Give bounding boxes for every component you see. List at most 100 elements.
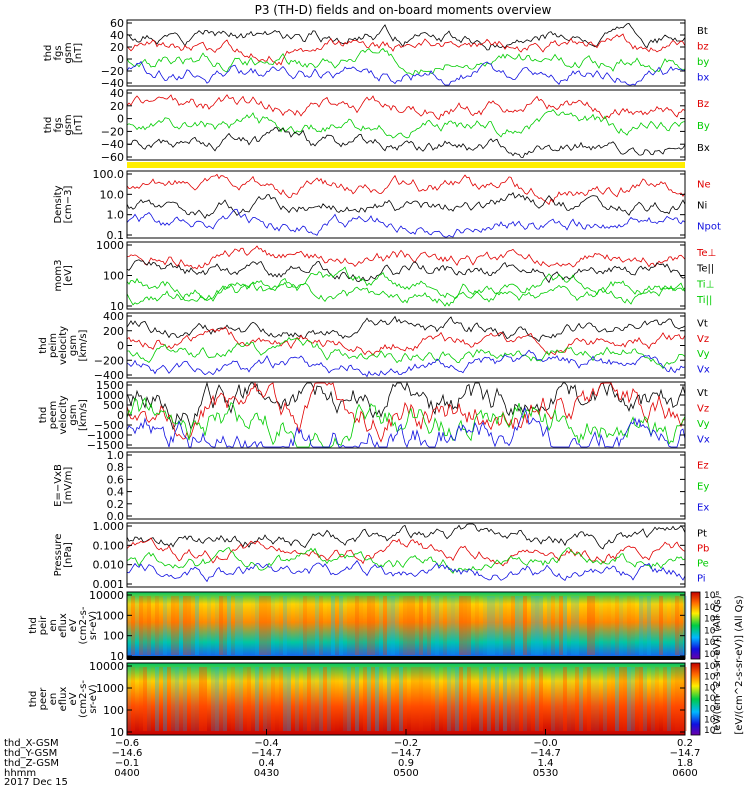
spectrogram-stripe [167,596,171,655]
spectrogram-stripe [435,667,439,731]
spectrogram-stripe [479,667,483,731]
x-tick-label: −0.4 [254,738,278,749]
spectrogram-stripe [475,596,479,655]
spectrogram-stripe [303,596,307,655]
x-row-label: thd_Z-GSM [4,758,59,769]
spectrogram-stripe [467,596,471,655]
spectrogram-stripe [235,596,239,655]
spectrogram-stripe [575,596,579,655]
spectrogram-stripe [631,667,635,731]
spectrogram-stripe [599,667,603,731]
spectrogram-stripe [371,667,375,731]
trace-te [126,245,686,270]
spectrogram-stripe [379,667,383,731]
spectrogram-stripe [471,667,475,731]
x-tick-label: −14.6 [112,748,143,759]
trace-bx [126,127,686,158]
trace-vy [126,397,686,448]
yellow-bar [127,162,685,168]
spectrogram-stripe [431,667,435,731]
spectrogram-stripe [287,596,291,655]
y-axis-label: eV [68,692,79,705]
panel-10: 10000 1000 100 10 thd peer en eflux eV (cm2-s-sr-… [28,660,719,739]
spectrogram-stripe [163,667,167,731]
spectrogram-stripe [499,596,503,655]
spectrogram-stripe [583,667,587,731]
spectrogram-stripe [587,667,591,731]
trace-vt [126,315,686,343]
spectrogram-stripe [395,667,399,731]
x-tick-label: 0.2 [677,738,693,749]
legend-pi: Pi [697,574,706,585]
spectrogram-stripe [399,667,403,731]
trace-vz [126,381,686,443]
spectrogram-stripe [663,667,667,731]
y-tick-label: 1500 [96,379,124,392]
legend-vx: Vx [697,364,710,375]
x-row-label: thd_X-GSM [4,738,59,749]
y-tick-label: 0.4 [107,486,125,499]
spectrogram-stripe [667,596,671,655]
spectrogram-stripe [187,667,191,731]
colorbar-tick: 10⁴ [704,638,719,648]
spectrogram-stripe [343,596,347,655]
spectrogram-stripe [295,596,299,655]
spectrogram-stripe [151,596,155,655]
spectrogram-stripe [327,667,331,731]
spectrogram-stripe [239,596,243,655]
trace-vx [126,406,686,449]
y-axis-label: eflux [58,687,69,712]
spectrogram-stripe [287,667,291,731]
spectrogram-stripe [307,667,311,731]
spectrogram-stripe [311,596,315,655]
y-axis-label: thd [43,117,54,134]
spectrogram-stripe [515,596,519,655]
spectrogram-stripe [255,667,259,731]
spectrogram-stripe [211,596,215,655]
y-tick-label: 100 [103,270,124,283]
spectrogram-stripe [631,596,635,655]
spectrogram-stripe [459,596,463,655]
y-axis-label: peer [38,687,49,711]
trace-bz [126,33,686,66]
colorbar-electron [690,662,701,736]
spectrogram-stripe [619,596,623,655]
spectrogram-stripe [651,596,655,655]
spectrogram-stripe [619,667,623,731]
spectrogram-stripe [319,596,323,655]
spectrogram-stripe [195,596,199,655]
spectrogram-stripe [471,596,475,655]
trace-pe [126,546,686,574]
spectrogram-stripe [431,596,435,655]
y-axis-label: gsm [63,114,74,135]
spectrogram-stripe [451,596,455,655]
legend-vz: Vz [697,334,709,345]
y-tick-label: −40 [101,138,124,151]
legend-vy: Vy [697,349,710,360]
y-tick-label: −200 [94,354,124,367]
y-tick-label: −60 [101,151,124,164]
legend-ez: Ez [697,461,709,472]
spectrogram-stripe [323,667,327,731]
spectrogram-stripe [295,667,299,731]
y-axis-label: [cm−3] [63,186,74,224]
legend-bz: bz [697,41,709,52]
spectrogram-stripe [515,667,519,731]
colorbar-overprint: [eV/(cm^2-s-sr-eV)] (All Qs) [712,595,723,734]
spectrogram-stripe [543,667,547,731]
y-tick-label: 0 [117,53,124,66]
spectrogram-stripe [599,596,603,655]
spectrogram-stripe [603,596,607,655]
spectrogram-stripe [507,667,511,731]
y-tick-label: 1000 [96,239,124,252]
legend-by: By [697,121,710,132]
y-tick-label: 0 [117,113,124,126]
y-tick-label: −40 [101,77,124,90]
spectrogram-stripe [415,596,419,655]
colorbar-tick: 10⁶ [704,683,719,693]
spectrogram-stripe [639,596,643,655]
trace-vx [126,349,686,378]
spectrogram-stripe [443,667,447,731]
spectrogram-stripe [355,667,359,731]
